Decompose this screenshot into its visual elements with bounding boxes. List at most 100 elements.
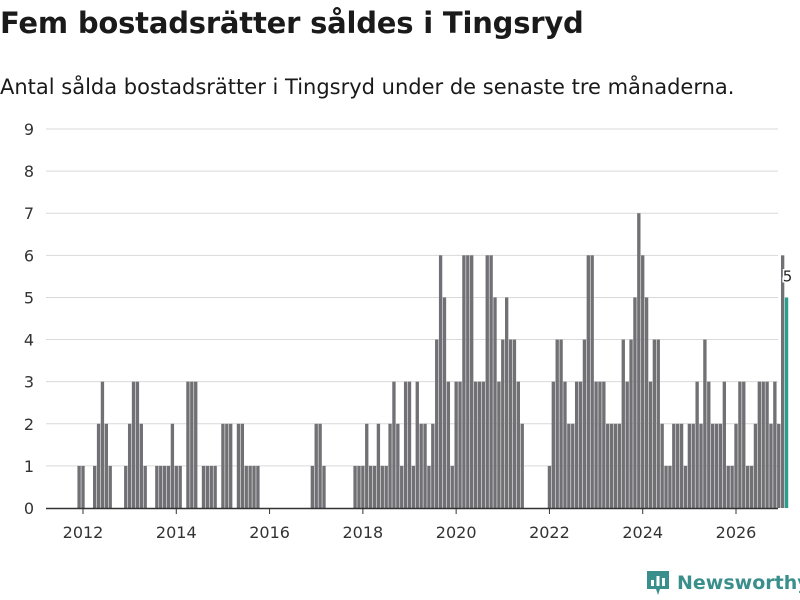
x-tick-label: 2014 <box>156 523 197 542</box>
bar <box>108 465 112 508</box>
bar <box>415 381 419 508</box>
bar <box>777 423 781 508</box>
bar <box>380 465 384 508</box>
bar <box>143 465 147 508</box>
bar <box>194 381 198 508</box>
bar <box>361 465 365 508</box>
bar <box>718 423 723 508</box>
chart-subtitle: Antal sålda bostadsrätter i Tingsryd und… <box>0 75 735 99</box>
bar <box>365 423 369 508</box>
y-tick-label: 1 <box>24 457 34 476</box>
bar <box>435 339 439 508</box>
bar <box>127 423 132 508</box>
bar <box>497 381 501 508</box>
bar <box>644 297 649 508</box>
bar <box>613 423 618 508</box>
bar <box>594 381 598 508</box>
bar <box>135 381 140 508</box>
bar <box>652 339 657 508</box>
bar <box>322 465 326 508</box>
bar <box>625 381 629 508</box>
bar <box>687 423 692 508</box>
bar <box>745 465 750 508</box>
y-tick-label: 7 <box>24 204 34 223</box>
bar <box>205 465 210 508</box>
bar <box>683 465 688 508</box>
bar <box>174 465 178 508</box>
bar <box>131 381 136 508</box>
bar <box>629 339 633 508</box>
bar <box>555 339 559 508</box>
bar <box>438 255 443 508</box>
bar <box>376 423 381 508</box>
bar <box>711 423 715 508</box>
y-tick-label: 6 <box>24 246 34 265</box>
bar <box>442 297 447 508</box>
bar <box>489 255 493 508</box>
bar <box>765 381 769 508</box>
bar <box>753 423 758 508</box>
bar <box>734 423 738 508</box>
bar <box>81 465 85 508</box>
y-tick-label: 0 <box>24 499 34 518</box>
bar <box>240 423 245 508</box>
bar <box>769 423 773 508</box>
x-tick-label: 2016 <box>249 523 290 542</box>
bar <box>699 423 703 508</box>
y-tick-label: 5 <box>24 288 34 307</box>
bar <box>454 381 458 508</box>
bar <box>201 465 206 508</box>
bar <box>310 465 314 508</box>
bar <box>485 255 489 508</box>
bar <box>520 423 524 508</box>
bar <box>462 255 466 508</box>
bar <box>757 381 761 508</box>
brand-name: Newsworthy <box>677 572 800 594</box>
bar <box>124 465 128 508</box>
grid-lines <box>46 128 778 467</box>
bar <box>104 423 108 508</box>
bar <box>159 465 163 508</box>
bar <box>773 381 777 508</box>
bar <box>695 381 699 508</box>
bar <box>419 423 423 508</box>
bar <box>598 381 602 508</box>
bar <box>407 381 412 508</box>
x-tick-label: 2026 <box>716 523 757 542</box>
bar <box>466 255 470 508</box>
bar <box>481 381 486 508</box>
bar <box>236 423 241 508</box>
bar <box>551 381 555 508</box>
x-axis: 2012 2014 2016 2018 2020 2022 2024 2026 <box>46 507 778 542</box>
bar <box>372 465 377 508</box>
bar <box>155 465 159 508</box>
x-tick-label: 2020 <box>436 523 477 542</box>
bar <box>606 423 610 508</box>
y-tick-label: 3 <box>24 373 34 392</box>
x-tick-label: 2012 <box>63 523 104 542</box>
bar <box>92 465 97 508</box>
bar <box>648 381 653 508</box>
bar <box>470 255 474 508</box>
bar <box>209 465 213 508</box>
bar <box>656 339 660 508</box>
bar <box>641 255 645 508</box>
bar <box>676 423 680 508</box>
bar <box>186 381 190 508</box>
bar <box>617 423 622 508</box>
bar <box>388 423 392 508</box>
bar <box>501 339 505 508</box>
bar <box>505 297 509 508</box>
bar <box>722 381 727 508</box>
bar <box>586 255 590 508</box>
bar <box>602 381 606 508</box>
x-tick-label: 2024 <box>622 523 663 542</box>
bar <box>357 465 361 508</box>
bar <box>664 465 668 508</box>
bar <box>244 465 248 508</box>
bar <box>213 465 217 508</box>
bar <box>559 339 563 508</box>
bar <box>318 423 322 508</box>
bar <box>170 423 175 508</box>
